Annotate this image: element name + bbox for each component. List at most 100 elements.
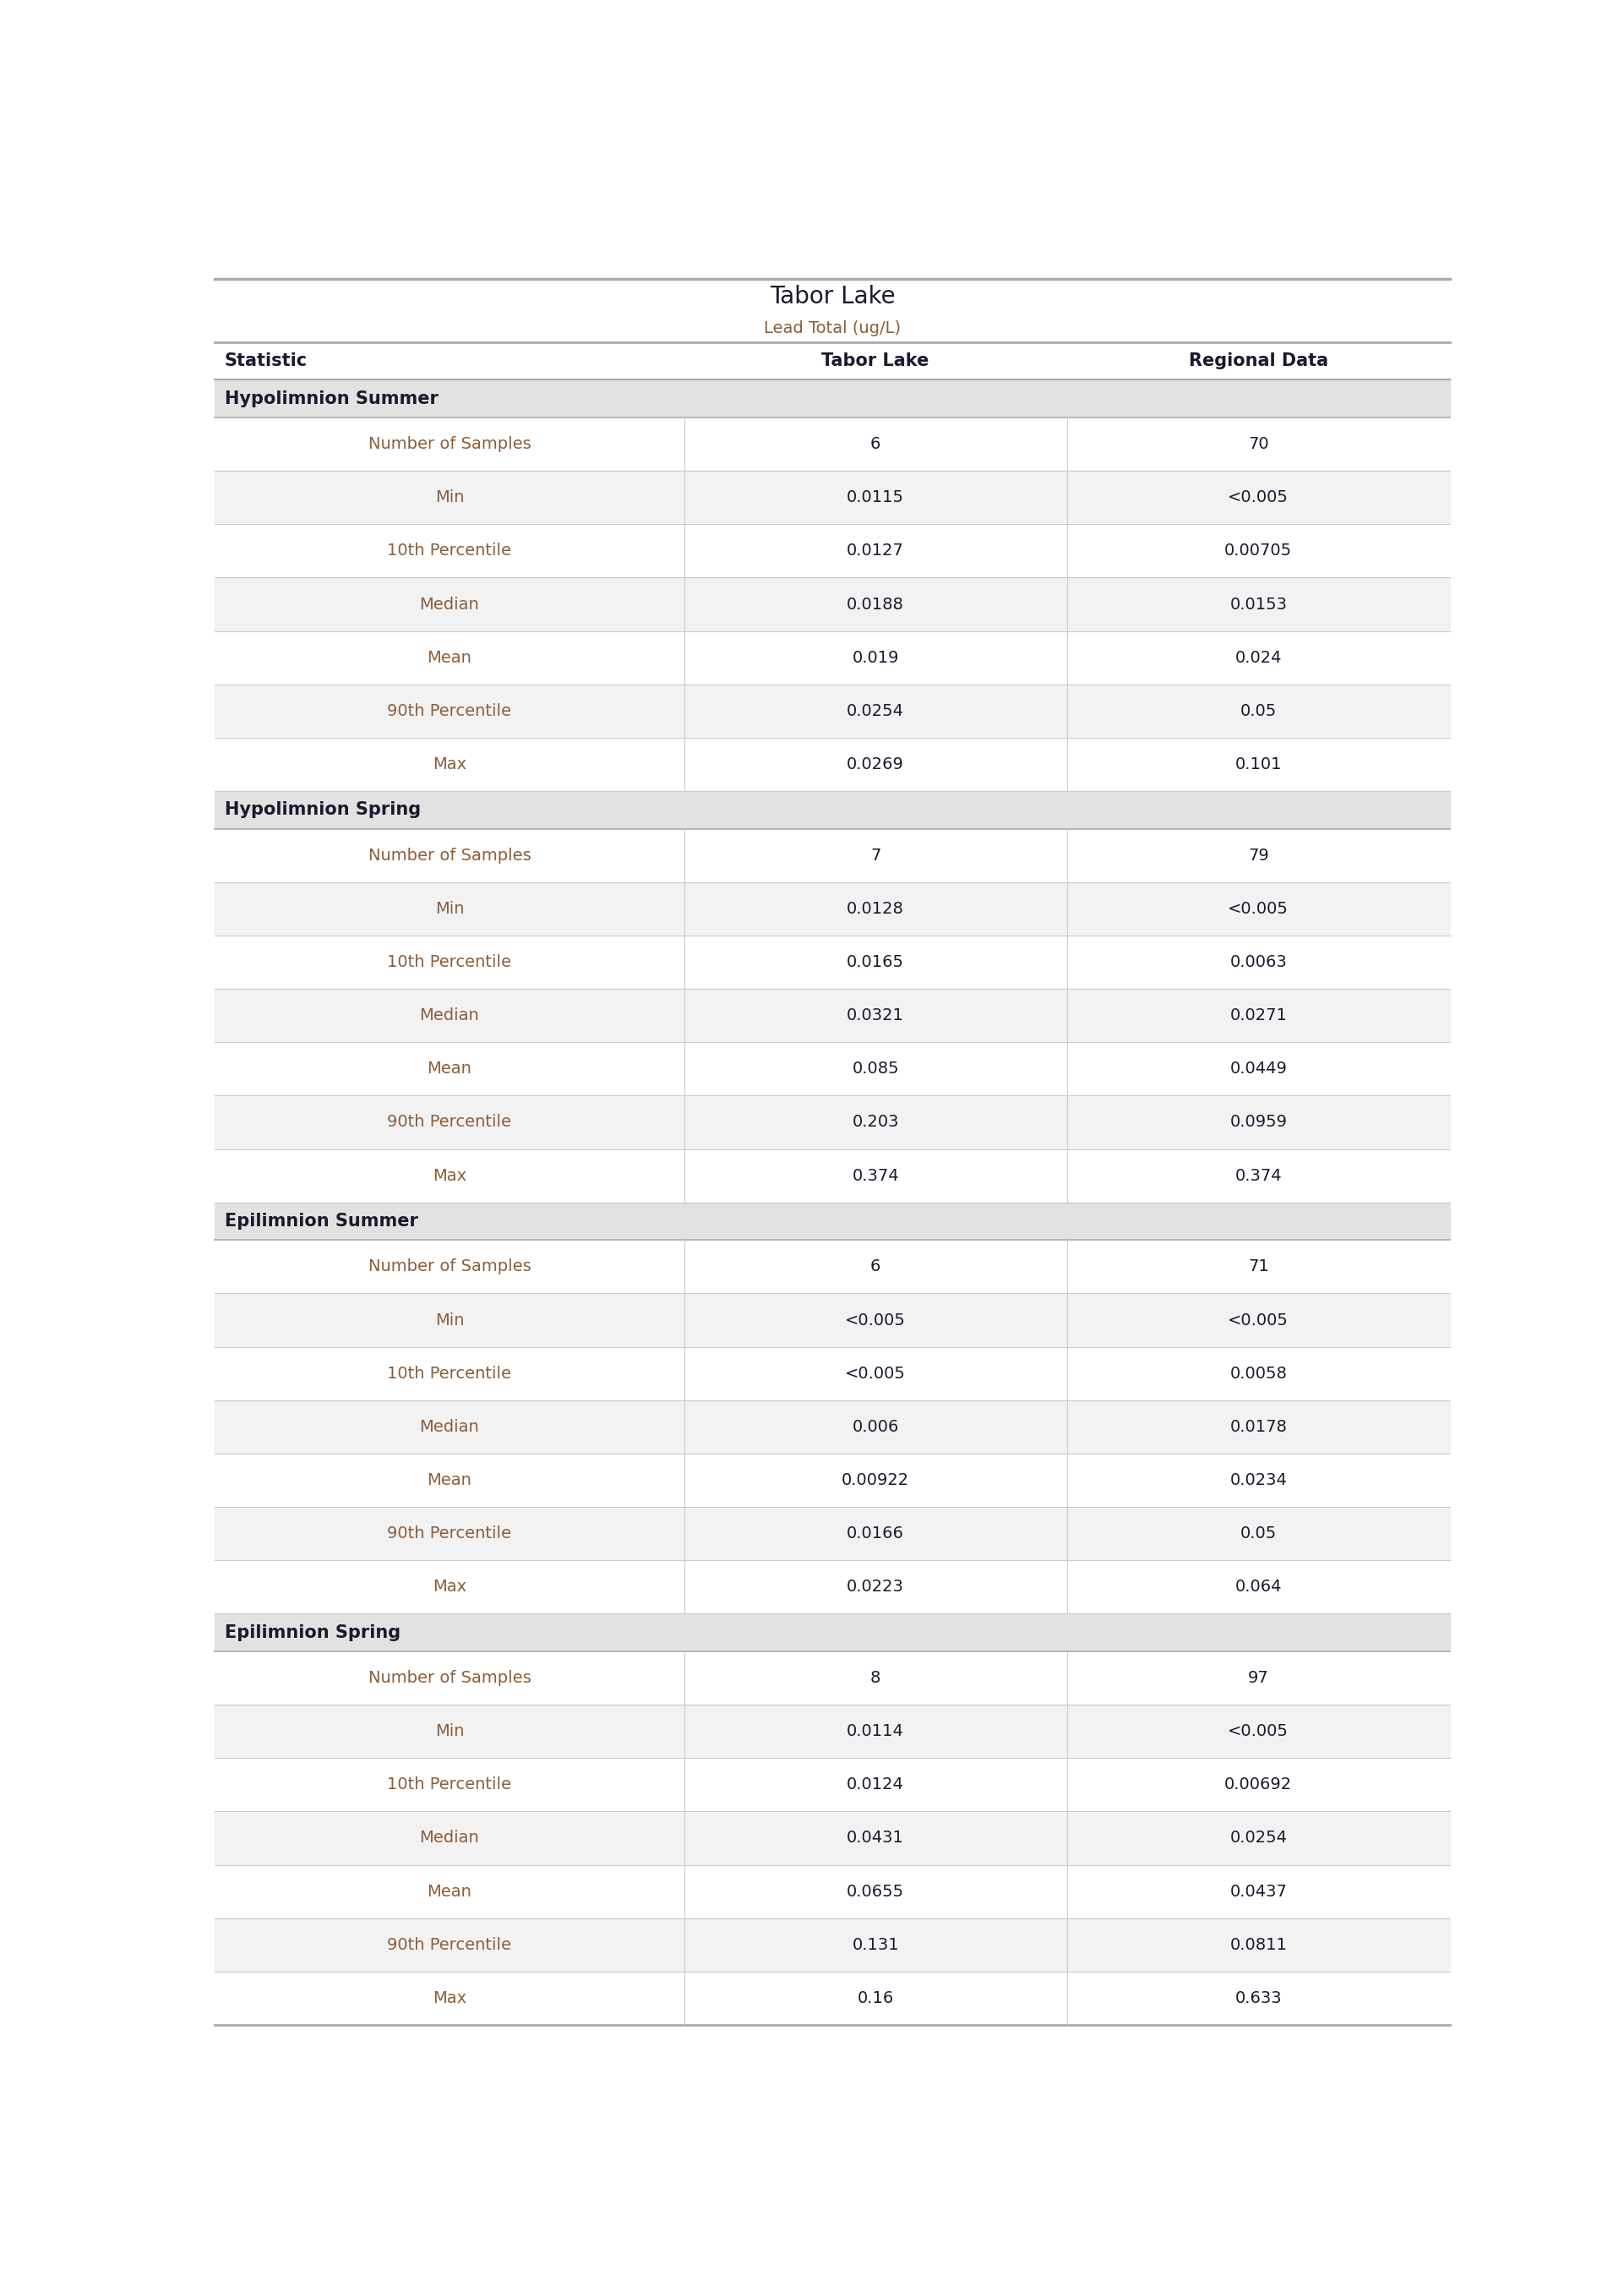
Text: 0.0234: 0.0234	[1229, 1473, 1288, 1489]
Bar	[214, 990, 1450, 1042]
Bar	[214, 1042, 1450, 1096]
Text: 6: 6	[870, 436, 880, 452]
Text: 0.0165: 0.0165	[846, 953, 905, 969]
Text: 0.16: 0.16	[857, 1991, 893, 2007]
Bar	[214, 790, 1450, 829]
Text: Hypolimnion Spring: Hypolimnion Spring	[224, 801, 421, 819]
Text: 90th Percentile: 90th Percentile	[388, 704, 512, 720]
Bar	[214, 379, 1450, 418]
Text: 0.0437: 0.0437	[1229, 1884, 1288, 1900]
Text: Max: Max	[432, 1167, 466, 1183]
Text: 0.00705: 0.00705	[1224, 543, 1293, 558]
Text: 0.085: 0.085	[853, 1060, 900, 1076]
Text: 0.0254: 0.0254	[1229, 1830, 1288, 1846]
Bar	[214, 1346, 1450, 1401]
Text: Median: Median	[419, 597, 479, 613]
Bar	[214, 1970, 1450, 2025]
Text: 0.0124: 0.0124	[846, 1777, 905, 1793]
Bar	[214, 1401, 1450, 1453]
Text: <0.005: <0.005	[844, 1312, 906, 1328]
Bar	[214, 1507, 1450, 1559]
Bar	[214, 1149, 1450, 1203]
Text: 10th Percentile: 10th Percentile	[388, 1777, 512, 1793]
Bar	[214, 524, 1450, 577]
Text: 90th Percentile: 90th Percentile	[388, 1115, 512, 1130]
Text: 0.0811: 0.0811	[1229, 1936, 1288, 1952]
Text: 79: 79	[1247, 847, 1268, 863]
Text: 0.0271: 0.0271	[1229, 1008, 1288, 1024]
Bar	[214, 883, 1450, 935]
Text: 0.05: 0.05	[1241, 704, 1276, 720]
Text: Max: Max	[432, 1580, 466, 1596]
Bar	[214, 470, 1450, 524]
Text: 0.0223: 0.0223	[846, 1580, 905, 1596]
Text: 0.0655: 0.0655	[846, 1884, 905, 1900]
Text: Epilimnion Summer: Epilimnion Summer	[224, 1212, 417, 1230]
Bar	[214, 1864, 1450, 1918]
Text: 0.131: 0.131	[853, 1936, 900, 1952]
Text: 10th Percentile: 10th Percentile	[388, 543, 512, 558]
Bar	[214, 1453, 1450, 1507]
Text: 0.019: 0.019	[853, 649, 900, 665]
Text: 0.0058: 0.0058	[1229, 1367, 1288, 1382]
Text: 0.00922: 0.00922	[841, 1473, 909, 1489]
Text: 0.0431: 0.0431	[846, 1830, 905, 1846]
Text: 8: 8	[870, 1671, 880, 1687]
Bar	[214, 683, 1450, 738]
Bar	[214, 1650, 1450, 1705]
Text: 71: 71	[1247, 1258, 1268, 1276]
Text: 0.101: 0.101	[1234, 756, 1281, 772]
Bar	[214, 631, 1450, 683]
Text: Number of Samples: Number of Samples	[369, 436, 531, 452]
Text: <0.005: <0.005	[1228, 1312, 1289, 1328]
Text: Max: Max	[432, 1991, 466, 2007]
Bar	[214, 1096, 1450, 1149]
Text: 0.0114: 0.0114	[846, 1723, 905, 1739]
Text: Statistic: Statistic	[224, 352, 307, 370]
Text: <0.005: <0.005	[1228, 490, 1289, 506]
Text: 0.0153: 0.0153	[1229, 597, 1288, 613]
Text: 0.0115: 0.0115	[846, 490, 905, 506]
Text: Epilimnion Spring: Epilimnion Spring	[224, 1623, 401, 1641]
Bar	[214, 935, 1450, 990]
Text: 0.05: 0.05	[1241, 1525, 1276, 1541]
Text: 0.633: 0.633	[1234, 1991, 1281, 2007]
Text: 0.203: 0.203	[853, 1115, 900, 1130]
Text: Lead Total (ug/L): Lead Total (ug/L)	[763, 320, 901, 336]
Bar	[214, 1757, 1450, 1811]
Text: 10th Percentile: 10th Percentile	[388, 1367, 512, 1382]
Bar	[214, 1294, 1450, 1346]
Bar	[214, 1239, 1450, 1294]
Text: 0.0188: 0.0188	[846, 597, 905, 613]
Text: 0.0321: 0.0321	[846, 1008, 905, 1024]
Text: 0.374: 0.374	[853, 1167, 900, 1183]
Text: 0.0166: 0.0166	[846, 1525, 905, 1541]
Text: 0.0254: 0.0254	[846, 704, 905, 720]
Text: <0.005: <0.005	[1228, 1723, 1289, 1739]
Bar	[214, 1705, 1450, 1757]
Bar	[214, 418, 1450, 470]
Text: Median: Median	[419, 1830, 479, 1846]
Text: 70: 70	[1247, 436, 1268, 452]
Text: 0.024: 0.024	[1234, 649, 1281, 665]
Text: 0.0127: 0.0127	[846, 543, 905, 558]
Text: Max: Max	[432, 756, 466, 772]
Text: <0.005: <0.005	[844, 1367, 906, 1382]
Bar	[214, 1614, 1450, 1650]
Text: 0.374: 0.374	[1234, 1167, 1281, 1183]
Bar	[214, 1811, 1450, 1864]
Text: Mean: Mean	[427, 649, 473, 665]
Text: 97: 97	[1247, 1671, 1268, 1687]
Text: 7: 7	[870, 847, 880, 863]
Text: 0.00692: 0.00692	[1224, 1777, 1293, 1793]
Text: Tabor Lake: Tabor Lake	[770, 286, 895, 309]
Text: <0.005: <0.005	[1228, 901, 1289, 917]
Text: 6: 6	[870, 1258, 880, 1276]
Text: Hypolimnion Summer: Hypolimnion Summer	[224, 390, 438, 406]
Text: Number of Samples: Number of Samples	[369, 1671, 531, 1687]
Text: 0.0959: 0.0959	[1229, 1115, 1288, 1130]
Text: 0.006: 0.006	[853, 1419, 900, 1435]
Bar	[214, 1203, 1450, 1239]
Text: Mean: Mean	[427, 1473, 473, 1489]
Text: 10th Percentile: 10th Percentile	[388, 953, 512, 969]
